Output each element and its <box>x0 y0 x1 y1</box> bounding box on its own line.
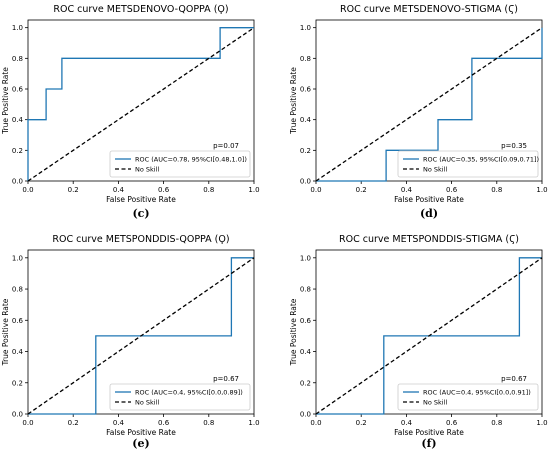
legend-box <box>397 383 539 411</box>
y-tick-label: 1.0 <box>12 254 23 262</box>
y-tick-label: 0.6 <box>300 317 312 325</box>
x-tick-label: 0.8 <box>491 419 502 427</box>
legend-box <box>397 150 539 178</box>
x-tick-label: 1.0 <box>536 186 547 194</box>
y-tick-label: 0.8 <box>300 55 311 63</box>
x-tick-label: 0.4 <box>401 419 413 427</box>
y-tick-label: 0.0 <box>12 411 23 419</box>
legend-label: No Skill <box>423 166 447 174</box>
y-tick-label: 0.4 <box>300 348 312 356</box>
x-tick-label: 0.2 <box>356 419 367 427</box>
plot-frame <box>27 249 255 415</box>
legend-box <box>109 383 251 411</box>
x-tick-label: 1.0 <box>248 419 259 427</box>
roc-curve-line <box>316 27 543 182</box>
x-tick-label: 0.8 <box>203 186 214 194</box>
legend-label: ROC (AUC=0.4, 95%CI[0.0,0.91]) <box>423 389 531 397</box>
x-tick-label: 0.4 <box>401 186 413 194</box>
no-skill-line <box>27 27 255 182</box>
x-tick-label: 0.4 <box>113 186 125 194</box>
no-skill-line <box>315 257 543 415</box>
y-axis-label: True Positive Rate <box>289 67 298 135</box>
y-tick-label: 0.2 <box>300 379 311 387</box>
roc-curve-line <box>27 27 254 181</box>
x-tick-label: 0.6 <box>158 419 170 427</box>
x-tick-label: 0.0 <box>22 186 33 194</box>
plot-frame <box>315 249 543 415</box>
y-tick-label: 1.0 <box>300 24 311 32</box>
y-tick-label: 0.4 <box>12 348 24 356</box>
x-tick-label: 0.2 <box>68 419 79 427</box>
caption-e: (e) <box>132 437 150 450</box>
y-axis-label: True Positive Rate <box>1 67 10 135</box>
y-tick-label: 0.0 <box>300 411 311 419</box>
y-tick-label: 1.0 <box>300 254 311 262</box>
legend-label: ROC (AUC=0.4, 95%CI[0.0,0.89]) <box>135 389 243 397</box>
no-skill-line <box>27 257 255 415</box>
p-value-annotation: p=0.35 <box>501 142 527 150</box>
y-tick-label: 0.6 <box>12 86 24 94</box>
caption-f: (f) <box>421 437 437 450</box>
x-tick-label: 0.6 <box>158 186 170 194</box>
y-tick-label: 0.4 <box>12 116 24 124</box>
y-tick-label: 0.2 <box>12 147 23 155</box>
legend-label: No Skill <box>135 166 159 174</box>
x-tick-label: 0.4 <box>113 419 125 427</box>
x-tick-label: 0.6 <box>446 186 458 194</box>
p-value-annotation: p=0.07 <box>213 142 239 150</box>
y-tick-label: 0.0 <box>12 178 23 186</box>
y-tick-label: 0.2 <box>300 147 311 155</box>
chart-title: ROC curve METSPONDDIS-STIGMA (Ϛ) <box>339 234 519 245</box>
no-skill-line <box>315 27 543 182</box>
y-tick-label: 0.8 <box>12 55 23 63</box>
y-tick-label: 0.6 <box>300 86 312 94</box>
y-axis-label: True Positive Rate <box>289 298 298 366</box>
x-tick-label: 0.0 <box>22 419 33 427</box>
chart-title: ROC curve METSDENOVO-QOPPA (Ϙ) <box>53 4 228 15</box>
legend-label: No Skill <box>135 399 159 407</box>
caption-d: (d) <box>419 207 439 220</box>
x-axis-label: False Positive Rate <box>106 195 176 204</box>
y-tick-label: 0.0 <box>300 178 311 186</box>
y-tick-label: 0.4 <box>300 116 312 124</box>
p-value-annotation: p=0.67 <box>501 375 527 383</box>
plot-frame <box>315 19 543 182</box>
roc-curve-line <box>316 257 542 415</box>
y-tick-label: 0.8 <box>12 286 23 294</box>
chart-title: ROC curve METSPONDDIS-QOPPA (Ϙ) <box>52 234 229 245</box>
x-axis-label: False Positive Rate <box>394 428 464 437</box>
legend-box <box>109 150 251 178</box>
legend-label: ROC (AUC=0.78, 95%CI[0.48,1.0]) <box>135 156 247 164</box>
p-value-annotation: p=0.67 <box>213 375 239 383</box>
x-tick-label: 1.0 <box>536 419 547 427</box>
x-tick-label: 0.6 <box>446 419 458 427</box>
y-tick-label: 0.6 <box>12 317 24 325</box>
x-tick-label: 0.0 <box>310 186 321 194</box>
chart-title: ROC curve METSDENOVO-STIGMA (Ϛ) <box>340 4 518 15</box>
x-tick-label: 0.2 <box>68 186 79 194</box>
x-tick-label: 0.0 <box>310 419 321 427</box>
plot-frame <box>27 19 255 182</box>
caption-c: (c) <box>132 207 150 220</box>
legend-label: ROC (AUC=0.35, 95%CI[0.09,0.71]) <box>423 156 539 164</box>
x-tick-label: 0.8 <box>491 186 502 194</box>
legend-label: No Skill <box>423 399 447 407</box>
x-axis-label: False Positive Rate <box>394 195 464 204</box>
y-tick-label: 0.2 <box>12 379 23 387</box>
x-tick-label: 1.0 <box>248 186 259 194</box>
y-axis-label: True Positive Rate <box>1 298 10 366</box>
y-tick-label: 1.0 <box>12 24 23 32</box>
y-tick-label: 0.8 <box>300 286 311 294</box>
x-tick-label: 0.8 <box>203 419 214 427</box>
x-tick-label: 0.2 <box>356 186 367 194</box>
roc-curve-line <box>28 257 254 415</box>
x-axis-label: False Positive Rate <box>106 428 176 437</box>
